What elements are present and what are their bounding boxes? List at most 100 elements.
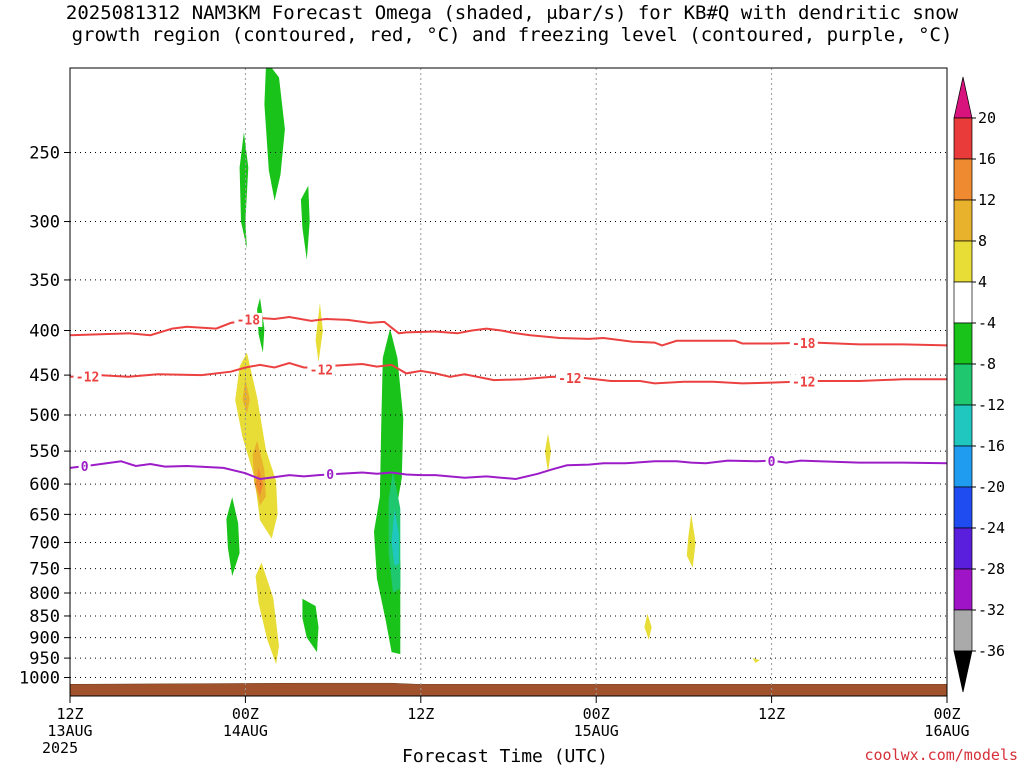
colorbar-segment	[953, 445, 973, 488]
y-tick-label: 600	[29, 475, 60, 495]
colorbar-bottom-arrow	[953, 650, 973, 693]
omega-area-16	[686, 514, 696, 568]
y-tick-label: 250	[29, 144, 60, 164]
x-tick-label: 00Z	[933, 705, 960, 723]
colorbar-label: -20	[978, 478, 1005, 496]
x-tick-label: 13AUG	[47, 722, 92, 740]
chart-title-line2: growth region (contoured, red, °C) and f…	[71, 24, 953, 46]
contour-label: -12	[792, 375, 815, 390]
contour-label-bg-2-2	[765, 454, 778, 469]
colorbar-segment	[953, 240, 973, 283]
x-axis-label: Forecast Time (UTC)	[402, 746, 608, 767]
colorbar-segment	[953, 527, 973, 570]
contour-label: -18	[792, 337, 816, 352]
terrain-fill	[69, 682, 948, 697]
terrain-area	[69, 682, 948, 697]
credit-text: coolwx.com/models	[864, 746, 1018, 764]
colorbar-label: -28	[978, 560, 1005, 578]
colorbar-label: 20	[978, 109, 996, 127]
y-tick-label: 300	[29, 213, 60, 233]
omega-area-17	[644, 613, 652, 640]
x-tick-label: 2025	[42, 739, 78, 757]
omega-area-4	[315, 303, 323, 363]
omega-area-11	[302, 598, 319, 653]
x-tick-label: 14AUG	[223, 722, 268, 740]
y-tick-label: 450	[29, 366, 60, 386]
chart-title: 2025081312 NAM3KM Forecast Omega (shaded…	[0, 2, 1024, 46]
y-tick-label: 500	[29, 406, 60, 426]
contour-label-bg-0-1	[789, 336, 818, 351]
colorbar-label: 8	[978, 232, 987, 250]
omega-area-12	[374, 328, 404, 655]
omega-area-8	[242, 379, 250, 414]
contour-label: -18	[237, 313, 261, 328]
contour-label-bg-1-3	[789, 374, 818, 389]
omega-area-0	[239, 132, 249, 249]
y-tick-label: 950	[29, 649, 60, 669]
temperature-contours: -18 -18 -12 -12 -12 -12 0 0 0	[69, 312, 948, 483]
x-tick-label: 15AUG	[574, 722, 619, 740]
colorbar-segment	[953, 486, 973, 529]
colorbar-label: -36	[978, 642, 1005, 660]
contour-label: -12	[76, 370, 99, 385]
omega-area-2	[300, 185, 310, 260]
omega-shading	[226, 68, 760, 664]
x-tick-label: 12Z	[56, 705, 83, 723]
contour-label: 0	[768, 455, 776, 470]
contour-label-bg-2-0	[78, 459, 91, 474]
y-tick-label: 1000	[19, 669, 60, 689]
colorbar-segment	[953, 404, 973, 447]
colorbar-segment	[953, 322, 973, 365]
x-tick-label: 00Z	[232, 705, 259, 723]
colorbar-label: 4	[978, 273, 987, 291]
x-tick-label: 12Z	[407, 705, 434, 723]
chart-title-line1: 2025081312 NAM3KM Forecast Omega (shaded…	[65, 2, 959, 24]
colorbar-label: -4	[978, 314, 996, 332]
omega-area-18	[752, 658, 760, 663]
contour-line-2	[69, 459, 948, 481]
omega-area-9	[255, 562, 279, 664]
colorbar-segment	[953, 363, 973, 406]
contour-label-bg-0-0	[234, 312, 263, 327]
colorbar-label: 12	[978, 191, 996, 209]
contour-label-bg-1-0	[73, 369, 102, 384]
plot-frame	[69, 67, 948, 697]
colorbar-label: -32	[978, 601, 1005, 619]
y-tick-label: 700	[29, 533, 60, 553]
colorbar-label: -12	[978, 396, 1005, 414]
x-tick-label: 00Z	[583, 705, 610, 723]
y-tick-label: 400	[29, 322, 60, 342]
colorbar-segment	[953, 609, 973, 652]
omega-area-7	[255, 467, 263, 497]
contour-label: 0	[81, 460, 89, 475]
y-tick-label: 800	[29, 584, 60, 604]
omega-area-14	[391, 508, 399, 566]
contour-label-bg-2-1	[324, 467, 337, 482]
y-tick-label: 850	[29, 607, 60, 627]
contour-line-1	[69, 362, 947, 385]
y-tick-label: 900	[29, 629, 60, 649]
y-axis-ticks: 2503003504004505005506006507007508008509…	[19, 144, 70, 689]
omega-area-1	[264, 68, 285, 201]
y-tick-label: 550	[29, 442, 60, 462]
colorbar-segment	[953, 199, 973, 242]
x-tick-label: 12Z	[758, 705, 785, 723]
contour-label-bg-1-1	[307, 363, 336, 378]
colorbar-label: -24	[978, 519, 1005, 537]
colorbar-segment	[953, 281, 973, 324]
colorbar-label: 16	[978, 150, 996, 168]
y-tick-label: 350	[29, 271, 60, 291]
colorbar-segment	[953, 117, 973, 160]
y-tick-label: 650	[29, 505, 60, 525]
contour-label: 0	[326, 468, 334, 483]
x-tick-label: 16AUG	[924, 722, 969, 740]
contour-label-bg-1-2	[555, 371, 584, 386]
colorbar: 20 16 12 8 4 -4 -8 -12 -16 -20 -24 -28 -32 -36	[953, 76, 1005, 693]
contour-label: -12	[558, 372, 581, 387]
y-tick-label: 750	[29, 560, 60, 580]
colorbar-top-arrow	[953, 76, 973, 119]
colorbar-segment	[953, 568, 973, 611]
colorbar-label: -16	[978, 437, 1005, 455]
